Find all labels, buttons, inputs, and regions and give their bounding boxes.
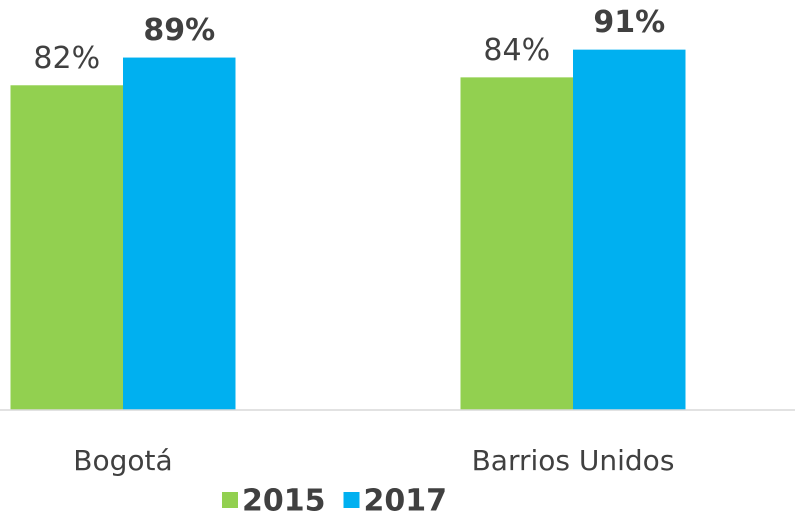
bar [573,49,686,410]
x-tick-label: Bogotá [73,444,172,477]
legend-label: 2017 [364,484,448,519]
bar [460,77,573,411]
legend-label: 2015 [242,484,326,519]
value-label: 82% [33,41,100,76]
bar [123,57,236,411]
x-tick-label: Barrios Unidos [472,444,675,477]
legend-swatch [343,492,360,508]
value-label: 89% [143,13,215,48]
value-label: 84% [483,33,550,68]
bar [10,85,123,410]
legend-swatch [222,492,238,508]
value-label: 91% [593,5,665,40]
